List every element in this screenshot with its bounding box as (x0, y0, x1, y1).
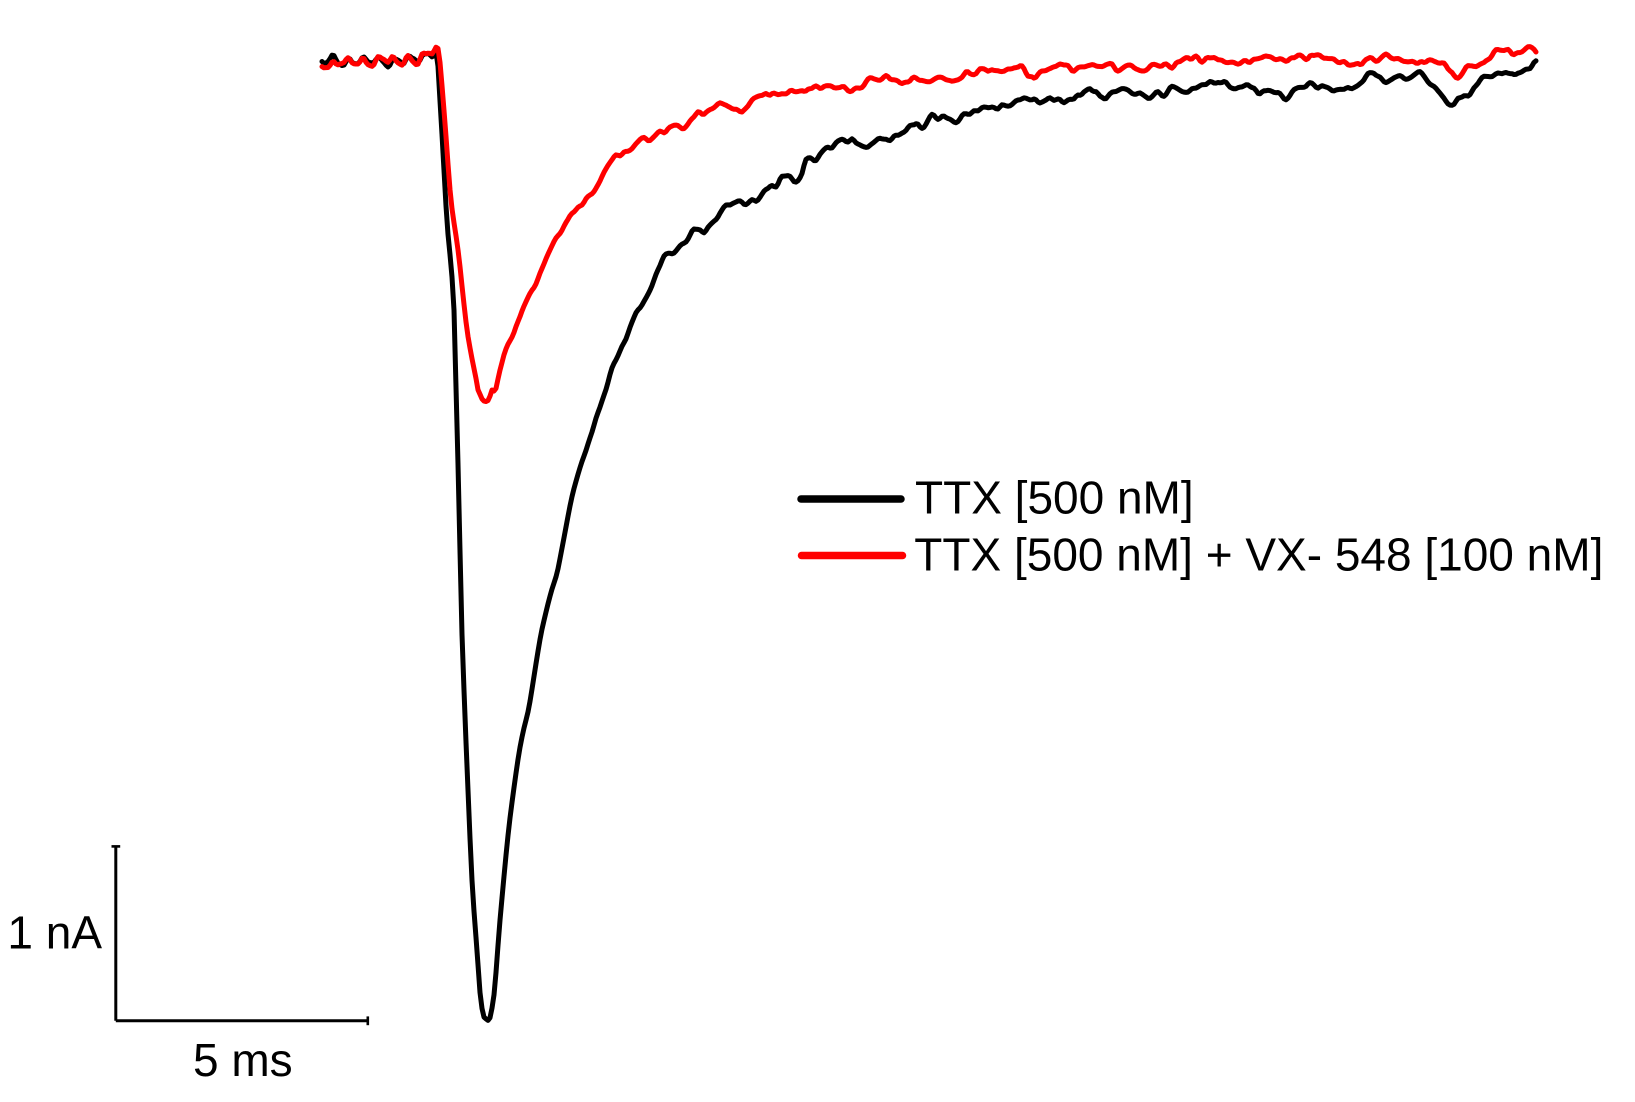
svg-text:5 ms: 5 ms (193, 1034, 293, 1086)
svg-text:TTX [500 nM]: TTX [500 nM] (915, 472, 1194, 524)
svg-text:TTX [500 nM] + VX- 548 [100 nM: TTX [500 nM] + VX- 548 [100 nM] (914, 529, 1603, 581)
svg-text:1 nA: 1 nA (7, 907, 102, 959)
